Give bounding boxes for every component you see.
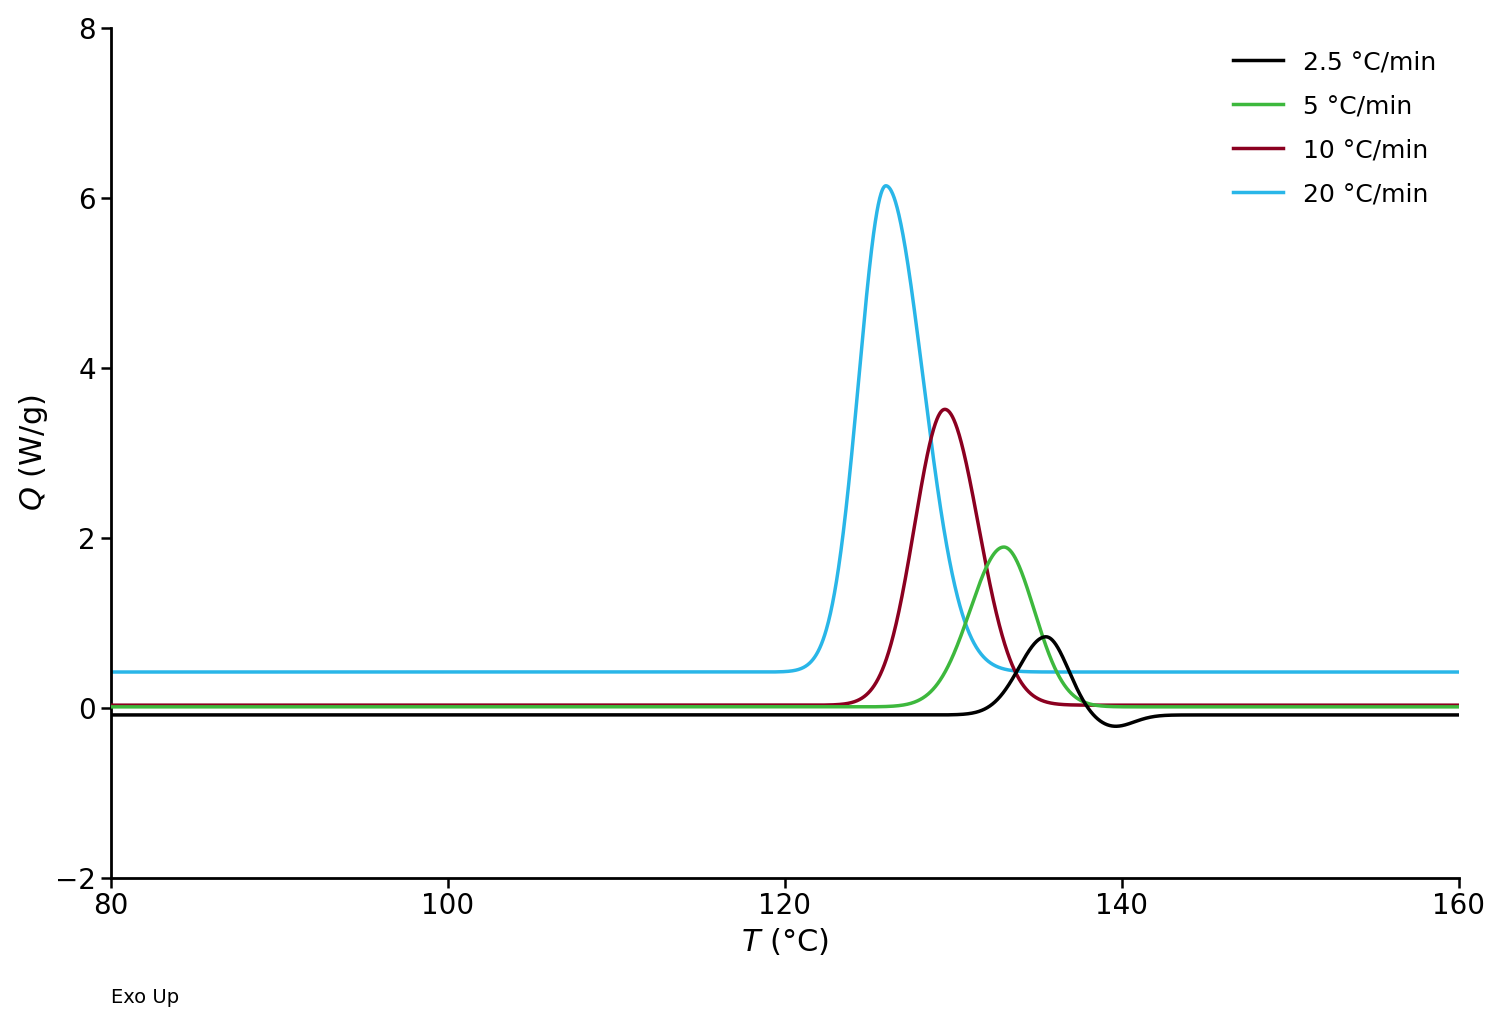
Line: 2.5 °C/min: 2.5 °C/min bbox=[111, 636, 1458, 727]
10 °C/min bbox=[668, 699, 686, 712]
2.5 °C/min bbox=[668, 708, 686, 721]
5 °C/min bbox=[994, 541, 1012, 553]
2.5 °C/min bbox=[679, 708, 697, 721]
10 °C/min bbox=[1449, 699, 1467, 712]
2.5 °C/min bbox=[742, 708, 760, 721]
10 °C/min bbox=[102, 699, 120, 712]
2.5 °C/min bbox=[102, 708, 120, 721]
5 °C/min bbox=[679, 700, 697, 713]
5 °C/min bbox=[102, 700, 120, 713]
10 °C/min bbox=[1409, 699, 1427, 712]
20 °C/min bbox=[1409, 666, 1427, 678]
20 °C/min bbox=[1449, 666, 1467, 678]
10 °C/min bbox=[679, 699, 697, 712]
10 °C/min bbox=[1341, 699, 1359, 712]
20 °C/min bbox=[1341, 666, 1359, 678]
20 °C/min bbox=[877, 180, 895, 192]
20 °C/min bbox=[742, 666, 760, 678]
2.5 °C/min bbox=[1449, 708, 1467, 721]
5 °C/min bbox=[668, 700, 686, 713]
Y-axis label: $\it{Q}$ (W/g): $\it{Q}$ (W/g) bbox=[17, 395, 50, 511]
10 °C/min bbox=[1081, 699, 1099, 712]
20 °C/min bbox=[1081, 666, 1099, 678]
Legend: 2.5 °C/min, 5 °C/min, 10 °C/min, 20 °C/min: 2.5 °C/min, 5 °C/min, 10 °C/min, 20 °C/m… bbox=[1223, 41, 1446, 216]
2.5 °C/min bbox=[1081, 705, 1099, 718]
5 °C/min bbox=[742, 700, 760, 713]
5 °C/min bbox=[1409, 700, 1427, 713]
Line: 20 °C/min: 20 °C/min bbox=[111, 186, 1458, 672]
2.5 °C/min bbox=[1036, 630, 1054, 642]
2.5 °C/min bbox=[1409, 708, 1427, 721]
5 °C/min bbox=[1449, 700, 1467, 713]
2.5 °C/min bbox=[1107, 721, 1125, 733]
5 °C/min bbox=[1341, 700, 1359, 713]
Line: 10 °C/min: 10 °C/min bbox=[111, 409, 1458, 705]
20 °C/min bbox=[679, 666, 697, 678]
5 °C/min bbox=[1081, 698, 1099, 710]
10 °C/min bbox=[936, 403, 954, 415]
2.5 °C/min bbox=[1341, 708, 1359, 721]
20 °C/min bbox=[102, 666, 120, 678]
Text: Exo Up: Exo Up bbox=[111, 989, 179, 1007]
X-axis label: $\it{T}$ (°C): $\it{T}$ (°C) bbox=[740, 926, 829, 957]
10 °C/min bbox=[742, 699, 760, 712]
Line: 5 °C/min: 5 °C/min bbox=[111, 547, 1458, 706]
20 °C/min bbox=[668, 666, 686, 678]
